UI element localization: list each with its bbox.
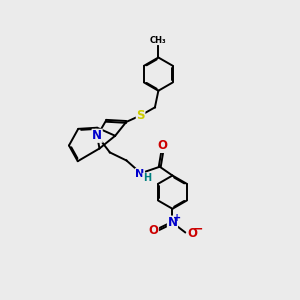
Text: H: H bbox=[143, 173, 151, 183]
Text: N: N bbox=[92, 129, 102, 142]
Text: N: N bbox=[135, 169, 145, 179]
Text: +: + bbox=[173, 213, 181, 223]
Text: S: S bbox=[136, 109, 145, 122]
Text: O: O bbox=[187, 227, 197, 240]
Text: CH₃: CH₃ bbox=[150, 36, 167, 45]
Text: −: − bbox=[193, 222, 203, 235]
Text: O: O bbox=[158, 140, 167, 152]
Text: N: N bbox=[167, 216, 178, 229]
Text: O: O bbox=[148, 224, 158, 237]
